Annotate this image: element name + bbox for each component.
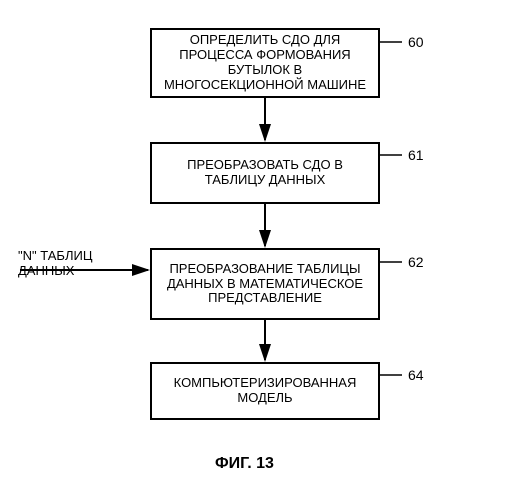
ref-label-62: 62 xyxy=(408,254,424,270)
ref-label-61: 61 xyxy=(408,147,424,163)
figure-caption: ФИГ. 13 xyxy=(215,455,274,473)
node-transform-sdo: ПРЕОБРАЗОВАТЬ СДО В ТАБЛИЦУ ДАННЫХ xyxy=(150,142,380,204)
node-transform-sdo-text: ПРЕОБРАЗОВАТЬ СДО В ТАБЛИЦУ ДАННЫХ xyxy=(158,158,372,188)
node-transform-table: ПРЕОБРАЗОВАНИЕ ТАБЛИЦЫ ДАННЫХ В МАТЕМАТИ… xyxy=(150,248,380,320)
flowchart-canvas: ОПРЕДЕЛИТЬ СДО ДЛЯ ПРОЦЕССА ФОРМОВАНИЯ Б… xyxy=(0,0,505,500)
node-transform-table-text: ПРЕОБРАЗОВАНИЕ ТАБЛИЦЫ ДАННЫХ В МАТЕМАТИ… xyxy=(158,262,372,307)
ref-label-60: 60 xyxy=(408,34,424,50)
node-define-sdo-text: ОПРЕДЕЛИТЬ СДО ДЛЯ ПРОЦЕССА ФОРМОВАНИЯ Б… xyxy=(158,33,372,93)
node-computer-model: КОМПЬЮТЕРИЗИРОВАННАЯ МОДЕЛЬ xyxy=(150,362,380,420)
ref-label-64: 64 xyxy=(408,367,424,383)
node-define-sdo: ОПРЕДЕЛИТЬ СДО ДЛЯ ПРОЦЕССА ФОРМОВАНИЯ Б… xyxy=(150,28,380,98)
node-computer-model-text: КОМПЬЮТЕРИЗИРОВАННАЯ МОДЕЛЬ xyxy=(158,376,372,406)
side-input-label: "N" ТАБЛИЦ ДАННЫХ xyxy=(18,248,144,278)
